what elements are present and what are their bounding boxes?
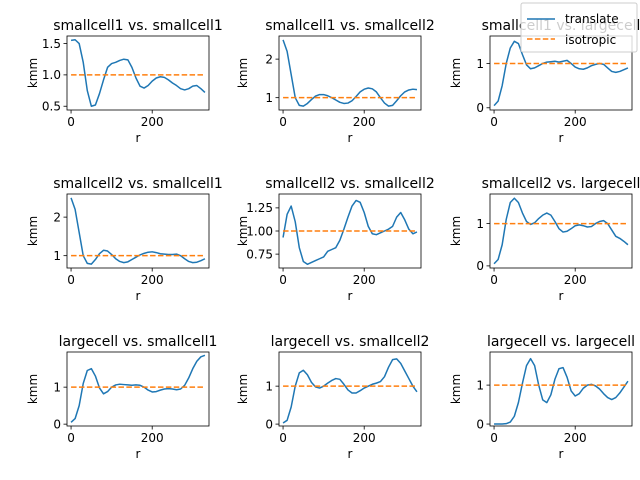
y-axis-label: kmm	[449, 374, 463, 404]
x-axis-label: r	[136, 447, 141, 461]
axes-frame	[489, 351, 633, 427]
subplot-5: 0 200 0.75 1.00 1.25 r kmm smallcell2 vs. small…	[236, 176, 435, 303]
y-tick-label: 2	[53, 210, 61, 224]
y-tick-label: 0	[265, 417, 273, 431]
y-axis-label: kmm	[26, 58, 40, 88]
subplot-title: smallcell1 vs. smallcell1	[53, 18, 223, 34]
x-axis-label: r	[559, 289, 564, 303]
x-tick-label: 0	[490, 431, 498, 445]
subplot-1: 0 200 0.5 1.0 1.5 r kmm smallcell1 vs. smallcel…	[26, 18, 223, 145]
subplot-4: 0 200 1 2 r kmm smallcell2 vs. smallcell1	[26, 176, 223, 303]
subplot-title: largecell vs. smallcell1	[59, 334, 218, 350]
x-axis-label: r	[559, 447, 564, 461]
axes-frame	[278, 351, 422, 427]
series-line-translate	[70, 39, 206, 107]
x-axis-label: r	[136, 289, 141, 303]
x-axis-label: r	[136, 131, 141, 145]
x-axis-label: r	[348, 131, 353, 145]
x-tick-label: 0	[67, 115, 75, 129]
y-axis-label: kmm	[26, 216, 40, 246]
y-tick-label: 1.25	[246, 201, 273, 215]
x-tick-label: 200	[141, 431, 164, 445]
legend: translate isotropic	[520, 2, 638, 53]
y-axis-label: kmm	[236, 374, 250, 404]
y-tick-label: 0	[53, 417, 61, 431]
y-tick-label: 1	[265, 91, 273, 105]
legend-frame	[520, 2, 638, 53]
subplot-2: 0 200 1 2 r kmm smallcell1 vs. smallcell2	[236, 18, 435, 145]
axes-frame	[278, 35, 422, 111]
subplot-9: 0 200 0 1 r kmm largecell vs. largecell	[449, 334, 635, 461]
axes-frame	[489, 193, 633, 269]
subplot-title: smallcell2 vs. largecell	[482, 176, 640, 192]
y-axis-label: kmm	[449, 58, 463, 88]
x-tick-label: 200	[564, 431, 587, 445]
axes-frame	[66, 35, 210, 111]
y-tick-label: 0.5	[42, 100, 61, 114]
x-tick-label: 0	[490, 273, 498, 287]
x-tick-label: 200	[564, 273, 587, 287]
y-tick-label: 0.75	[246, 247, 273, 261]
x-tick-label: 200	[141, 115, 164, 129]
axes-frame	[66, 351, 210, 427]
x-tick-label: 200	[353, 431, 376, 445]
y-axis-label: kmm	[449, 216, 463, 246]
subplot-7: 0 200 0 1 r kmm largecell vs. smallcell1	[26, 334, 217, 461]
series-line-translate	[493, 40, 629, 107]
subplot-title: largecell vs. largecell	[487, 334, 635, 350]
series-line-translate	[493, 197, 629, 265]
series-line-translate	[282, 39, 418, 107]
subplot-title: largecell vs. smallcell2	[271, 334, 430, 350]
x-tick-label: 0	[279, 273, 287, 287]
series-line-translate	[494, 357, 629, 425]
x-axis-label: r	[559, 131, 564, 145]
y-tick-label: 1	[476, 378, 484, 392]
y-tick-label: 0	[476, 417, 484, 431]
series-line-translate	[282, 199, 418, 266]
subplot-6: 0 200 0 1 r kmm smallcell2 vs. largecell	[449, 176, 640, 303]
y-tick-label: 1.0	[42, 68, 61, 82]
y-tick-label: 2	[265, 52, 273, 66]
x-tick-label: 0	[67, 273, 75, 287]
y-tick-label: 1	[53, 249, 61, 263]
subplot-title: smallcell1 vs. smallcell2	[265, 18, 435, 34]
y-tick-label: 1	[476, 217, 484, 231]
x-axis-label: r	[348, 289, 353, 303]
x-tick-label: 0	[490, 115, 498, 129]
subplot-8: 0 200 0 1 r kmm largecell vs. smallcell2	[236, 334, 429, 461]
subplot-title: smallcell2 vs. smallcell1	[53, 176, 223, 192]
y-axis-label: kmm	[26, 374, 40, 404]
x-axis-label: r	[348, 447, 353, 461]
y-axis-label: kmm	[236, 58, 250, 88]
y-tick-label: 1	[476, 57, 484, 71]
x-tick-label: 200	[564, 115, 587, 129]
y-tick-label: 1	[53, 380, 61, 394]
series-line-translate	[282, 358, 418, 424]
y-tick-label: 1.5	[42, 37, 61, 51]
y-tick-label: 0	[476, 259, 484, 273]
y-tick-label: 0	[476, 101, 484, 115]
x-tick-label: 200	[353, 273, 376, 287]
x-tick-label: 200	[141, 273, 164, 287]
x-tick-label: 0	[279, 431, 287, 445]
axes-frame	[66, 193, 210, 269]
x-tick-label: 200	[353, 115, 376, 129]
legend-label-translate: translate	[565, 12, 619, 26]
y-tick-label: 1	[265, 379, 273, 393]
subplot-title: smallcell2 vs. smallcell2	[265, 176, 435, 192]
x-tick-label: 0	[67, 431, 75, 445]
x-tick-label: 0	[279, 115, 287, 129]
legend-label-isotropic: isotropic	[565, 33, 616, 47]
y-axis-label: kmm	[236, 216, 250, 246]
y-tick-label: 1.00	[246, 224, 273, 238]
